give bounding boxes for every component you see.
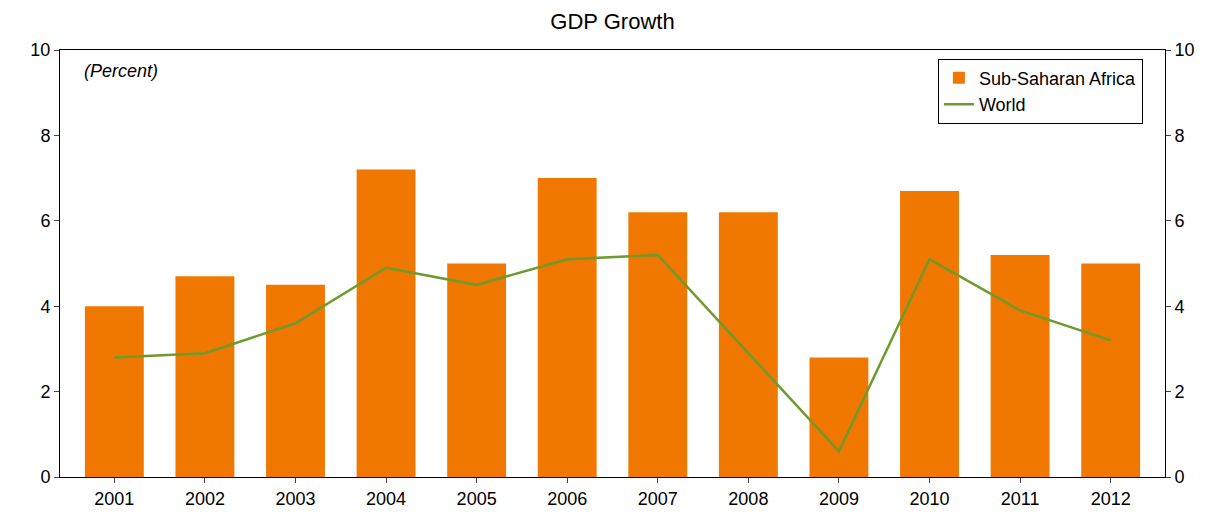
svg-text:2001: 2001 xyxy=(94,489,134,509)
svg-text:2010: 2010 xyxy=(909,489,949,509)
svg-text:8: 8 xyxy=(40,126,50,146)
svg-text:10: 10 xyxy=(30,40,50,60)
svg-text:0: 0 xyxy=(40,467,50,487)
svg-text:2002: 2002 xyxy=(185,489,225,509)
svg-text:8: 8 xyxy=(1175,126,1185,146)
svg-text:World: World xyxy=(979,95,1026,115)
svg-text:GDP Growth: GDP Growth xyxy=(550,9,674,34)
svg-text:2: 2 xyxy=(40,382,50,402)
svg-text:2012: 2012 xyxy=(1091,489,1131,509)
svg-text:Sub-Saharan Africa: Sub-Saharan Africa xyxy=(979,69,1136,89)
svg-text:10: 10 xyxy=(1175,40,1195,60)
svg-text:(Percent): (Percent) xyxy=(84,61,158,81)
svg-text:2003: 2003 xyxy=(275,489,315,509)
svg-text:2: 2 xyxy=(1175,382,1185,402)
svg-text:0: 0 xyxy=(1175,467,1185,487)
svg-text:2006: 2006 xyxy=(547,489,587,509)
svg-text:2008: 2008 xyxy=(728,489,768,509)
svg-text:6: 6 xyxy=(1175,211,1185,231)
svg-text:2005: 2005 xyxy=(457,489,497,509)
svg-text:2011: 2011 xyxy=(1001,489,1040,509)
svg-text:6: 6 xyxy=(40,211,50,231)
svg-text:2004: 2004 xyxy=(366,489,406,509)
svg-text:4: 4 xyxy=(1175,297,1185,317)
svg-text:4: 4 xyxy=(40,297,50,317)
svg-text:2009: 2009 xyxy=(819,489,859,509)
svg-text:2007: 2007 xyxy=(638,489,678,509)
